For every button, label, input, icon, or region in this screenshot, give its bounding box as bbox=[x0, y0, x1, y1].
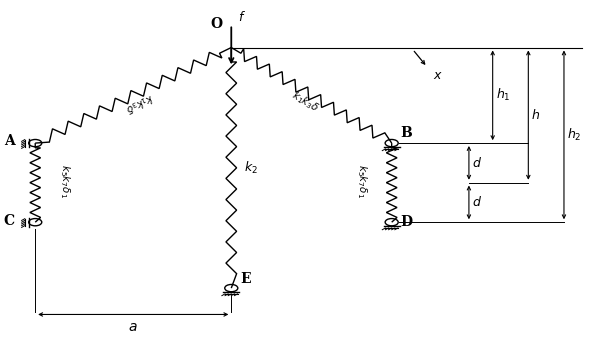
Text: O: O bbox=[210, 17, 222, 31]
Text: $d$: $d$ bbox=[472, 195, 482, 210]
Text: A: A bbox=[4, 135, 14, 148]
Text: $k_1k_3\delta$: $k_1k_3\delta$ bbox=[289, 88, 322, 116]
Text: $x$: $x$ bbox=[433, 69, 443, 82]
Text: $k_5k_7\delta_1$: $k_5k_7\delta_1$ bbox=[58, 164, 72, 198]
Text: C: C bbox=[4, 214, 14, 227]
Text: E: E bbox=[240, 272, 251, 286]
Text: B: B bbox=[401, 126, 412, 140]
Text: $k_5k_7\delta_1$: $k_5k_7\delta_1$ bbox=[355, 164, 369, 198]
Text: $h$: $h$ bbox=[531, 108, 540, 122]
Text: $k_2$: $k_2$ bbox=[245, 160, 258, 176]
Text: $f$: $f$ bbox=[239, 10, 246, 24]
Text: $d$: $d$ bbox=[472, 156, 482, 170]
Text: $h_1$: $h_1$ bbox=[496, 87, 510, 103]
Text: D: D bbox=[401, 215, 413, 229]
Text: $h_2$: $h_2$ bbox=[567, 127, 582, 143]
Text: $k_1k_3\delta$: $k_1k_3\delta$ bbox=[122, 90, 155, 115]
Text: $a$: $a$ bbox=[129, 320, 138, 334]
